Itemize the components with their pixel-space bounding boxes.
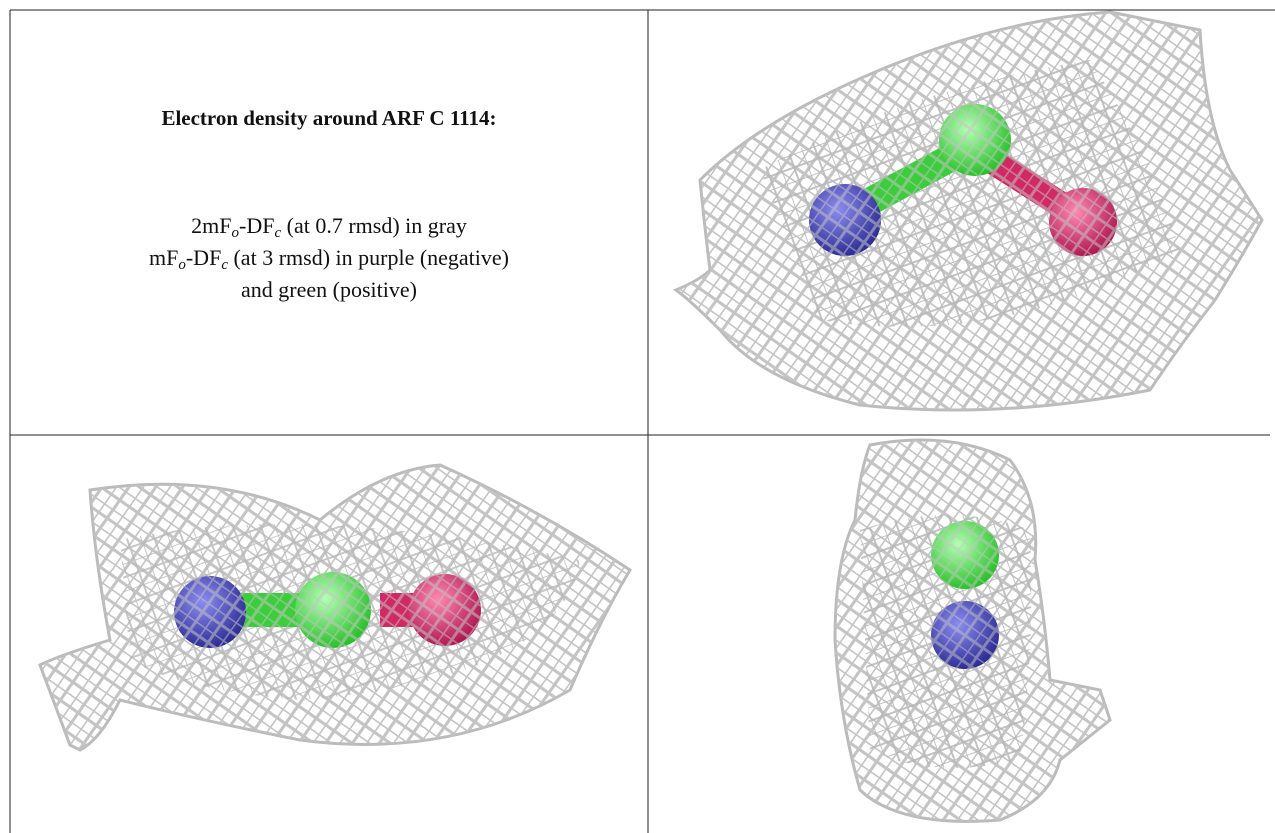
caption-title: Electron density around ARF C 1114: xyxy=(10,106,648,131)
caption-line: 2mFo-DFc (at 0.7 rmsd) in gray xyxy=(10,210,648,242)
caption: Electron density around ARF C 1114: 2mFo… xyxy=(10,10,648,435)
text: -DF xyxy=(186,245,221,270)
text: and green (positive) xyxy=(241,277,417,302)
subscript: o xyxy=(232,225,240,241)
caption-line: and green (positive) xyxy=(10,274,648,306)
caption-line: mFo-DFc (at 3 rmsd) in purple (negative) xyxy=(10,242,648,274)
density-view-top xyxy=(676,12,1262,410)
text: 2mF xyxy=(191,213,231,238)
density-view-side xyxy=(40,465,630,750)
text: (at 3 rmsd) in purple (negative) xyxy=(228,245,509,270)
caption-body: 2mFo-DFc (at 0.7 rmsd) in gray mFo-DFc (… xyxy=(10,210,648,306)
text: (at 0.7 rmsd) in gray xyxy=(281,213,467,238)
page: Electron density around ARF C 1114: 2mFo… xyxy=(0,0,1275,833)
subscript: c xyxy=(221,257,228,273)
subscript: o xyxy=(178,257,186,273)
text: -DF xyxy=(239,213,274,238)
text: mF xyxy=(149,245,178,270)
density-view-end xyxy=(835,440,1110,821)
